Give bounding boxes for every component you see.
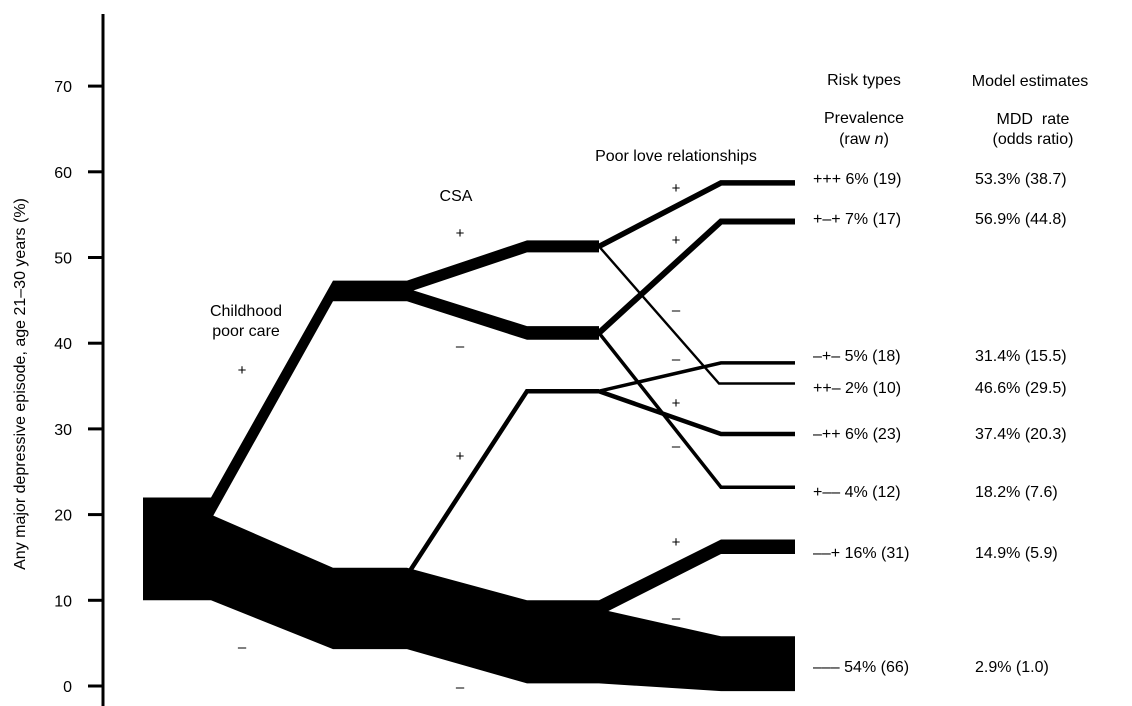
sign-csa-plus-high: + <box>456 225 465 242</box>
risk-type-label-6: ––+ 16% (31) <box>813 545 910 562</box>
sign-childhood-minus: – <box>238 639 247 656</box>
band-risk-mmm <box>599 608 795 692</box>
band-risk-mmp <box>599 539 795 616</box>
risk-type-label-5: +–– 4% (12) <box>813 484 901 501</box>
y-tick-label-10: 10 <box>54 593 72 610</box>
model-estimate-label-3: 46.6% (29.5) <box>975 380 1067 397</box>
sign-love-pp-minus: – <box>672 302 681 319</box>
y-tick-label-0: 0 <box>63 679 72 696</box>
header-raw-n: (raw n) <box>839 131 889 148</box>
sign-love-mm-minus: – <box>672 610 681 627</box>
band-care-plus-csa-minus <box>407 288 599 340</box>
band-care-minus-csa-plus <box>405 388 599 577</box>
risk-type-label-3: ++– 2% (10) <box>813 380 901 397</box>
stage-label-childhood-line2: poor care <box>212 323 280 340</box>
sign-csa-minus-low: – <box>456 679 465 696</box>
y-axis-title: Any major depressive episode, age 21–30 … <box>12 198 29 570</box>
header-mdd-rate: MDD rate <box>997 111 1070 128</box>
branch-mpm <box>598 361 795 393</box>
sign-love-pm-minus: – <box>672 351 681 368</box>
band-care-minus-csa-minus <box>407 567 599 684</box>
risk-type-label-1: +–+ 7% (17) <box>813 211 901 228</box>
model-estimate-label-0: 53.3% (38.7) <box>975 171 1067 188</box>
header-risk-types: Risk types <box>827 72 901 89</box>
y-ticks: 0 10 20 30 40 50 60 70 <box>54 79 103 696</box>
sign-childhood-plus: + <box>238 362 247 379</box>
band-care-minus <box>211 514 407 650</box>
model-estimate-label-6: 14.9% (5.9) <box>975 545 1058 562</box>
branch-ppp <box>597 180 795 249</box>
y-tick-label-40: 40 <box>54 336 72 353</box>
sign-love-mp-minus: – <box>672 438 681 455</box>
header-raw-n-suffix: ) <box>884 131 889 148</box>
root-block <box>143 497 211 601</box>
model-estimate-label-7: 2.9% (1.0) <box>975 659 1049 676</box>
y-tick-label-60: 60 <box>54 165 72 182</box>
risk-type-rows: +++ 6% (19) 53.3% (38.7) +–+ 7% (17) 56.9% … <box>813 171 1067 676</box>
flow-bands <box>143 180 795 692</box>
model-estimate-label-2: 31.4% (15.5) <box>975 348 1067 365</box>
header-raw-n-prefix: (raw <box>839 131 875 148</box>
model-estimate-label-5: 18.2% (7.6) <box>975 484 1058 501</box>
sign-csa-minus-high: – <box>456 338 465 355</box>
risk-type-label-4: –++ 6% (23) <box>813 426 901 443</box>
risk-type-label-0: +++ 6% (19) <box>813 171 902 188</box>
sign-love-mm-plus: + <box>672 534 681 551</box>
header-prevalence: Prevalence <box>824 110 904 127</box>
branch-mpp <box>598 389 795 437</box>
band-care-plus-csa-plus <box>407 240 599 293</box>
header-model-estimates: Model estimates <box>972 73 1089 90</box>
stage-label-love: Poor love relationships <box>595 148 757 165</box>
risk-type-label-2: –+– 5% (18) <box>813 348 901 365</box>
band-care-plus <box>211 280 407 520</box>
header-odds-ratio: (odds ratio) <box>993 131 1074 148</box>
model-estimate-label-1: 56.9% (44.8) <box>975 211 1067 228</box>
header-raw-n-var: n <box>875 131 884 148</box>
stage-label-childhood-line1: Childhood <box>210 303 282 320</box>
sign-love-pm-plus: + <box>672 232 681 249</box>
y-tick-label-70: 70 <box>54 79 72 96</box>
sign-love-pp-plus: + <box>672 180 681 197</box>
model-estimate-label-4: 37.4% (20.3) <box>975 426 1067 443</box>
y-tick-label-50: 50 <box>54 251 72 268</box>
branch-pmp <box>596 218 795 336</box>
branch-ppm <box>598 245 795 385</box>
sign-love-mp-plus: + <box>672 395 681 412</box>
branch-pmm <box>597 331 795 489</box>
stage-label-csa: CSA <box>440 188 473 205</box>
y-tick-label-30: 30 <box>54 422 72 439</box>
sign-csa-plus-low: + <box>456 448 465 465</box>
y-tick-label-20: 20 <box>54 508 72 525</box>
risk-type-label-7: ––– 54% (66) <box>813 659 909 676</box>
